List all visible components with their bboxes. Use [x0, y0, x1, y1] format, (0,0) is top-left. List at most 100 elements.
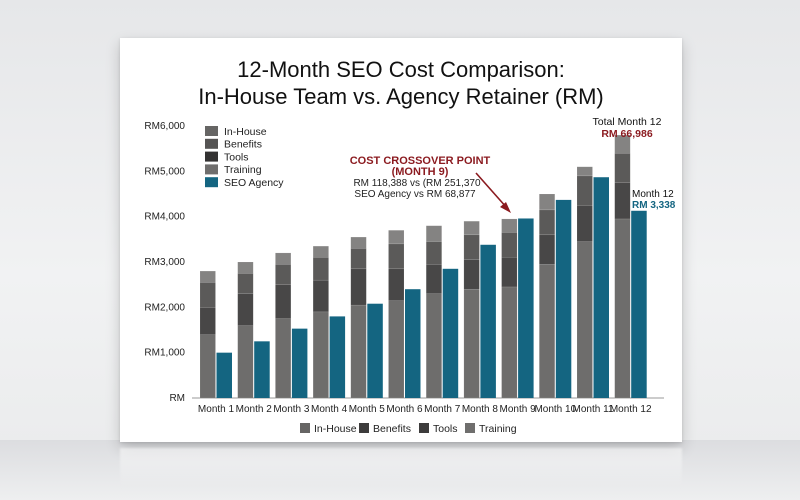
- total-month12-label: Total Month 12: [593, 116, 662, 128]
- bar-seo-agency: [631, 210, 647, 398]
- bar-inhouse-benefits: [199, 307, 216, 335]
- x-tick-label: Month 7: [424, 404, 461, 415]
- bar-inhouse-training: [614, 134, 631, 154]
- x-tick-label: Month 2: [236, 404, 273, 415]
- bar-inhouse-training: [501, 218, 518, 233]
- bar-inhouse-in-house: [425, 293, 442, 399]
- bar-seo-agency: [480, 244, 496, 398]
- bar-inhouse-in-house: [237, 325, 254, 399]
- crossover-title: COST CROSSOVER POINT: [350, 155, 491, 167]
- total-month12-value: RM 66,986: [601, 128, 653, 140]
- bars-group: [199, 134, 647, 399]
- bar-inhouse-tools: [350, 248, 367, 270]
- bar-inhouse-benefits: [425, 264, 442, 294]
- y-tick-label: RM6,000: [144, 121, 185, 132]
- legend-label: Training: [224, 164, 262, 176]
- bar-inhouse-training: [388, 230, 405, 245]
- bar-inhouse-benefits: [350, 268, 367, 306]
- bar-inhouse-benefits: [275, 284, 292, 319]
- legend-label: Benefits: [373, 423, 411, 435]
- bar-inhouse-in-house: [350, 304, 367, 399]
- bar-inhouse-benefits: [388, 268, 405, 301]
- legend-label: Tools: [433, 423, 458, 435]
- crossover-line-4: SEO Agency vs RM 68,877: [354, 189, 476, 200]
- y-tick-label: RM: [169, 393, 185, 404]
- bar-inhouse-in-house: [501, 286, 518, 399]
- bar-inhouse-tools: [388, 243, 405, 270]
- bar-inhouse-training: [539, 193, 556, 211]
- bar-inhouse-training: [275, 252, 292, 265]
- legend-swatch: [300, 423, 310, 433]
- bar-inhouse-training: [350, 236, 367, 249]
- bar-inhouse-in-house: [614, 218, 631, 399]
- legend-label: In-House: [224, 126, 267, 138]
- crossover-arrowhead: [500, 202, 511, 213]
- bar-inhouse-tools: [312, 257, 329, 281]
- bar-inhouse-benefits: [576, 205, 593, 242]
- bar-inhouse-tools: [614, 152, 631, 183]
- bar-inhouse-in-house: [576, 241, 593, 399]
- bar-inhouse-benefits: [463, 259, 480, 290]
- bar-inhouse-in-house: [312, 311, 329, 399]
- bar-inhouse-tools: [425, 241, 442, 265]
- bar-inhouse-in-house: [539, 264, 556, 399]
- legend-swatch: [465, 423, 475, 433]
- legend-label: Training: [479, 423, 517, 435]
- bar-inhouse-tools: [501, 232, 518, 258]
- bar-seo-agency: [254, 341, 270, 398]
- bar-seo-agency: [555, 199, 572, 398]
- legend-swatch: [205, 177, 218, 188]
- bar-inhouse-in-house: [388, 300, 405, 399]
- crossover-arrow: [475, 172, 508, 209]
- bar-inhouse-tools: [237, 273, 254, 294]
- bar-inhouse-in-house: [275, 318, 292, 399]
- bar-inhouse-training: [576, 166, 593, 177]
- agency-month12-label: Month 12: [632, 189, 674, 200]
- chart-subtitle: In-House Team vs. Agency Retainer (RM): [198, 84, 604, 109]
- x-tick-label: Month 12: [610, 404, 652, 415]
- crossover-annotation: COST CROSSOVER POINT (MONTH 9) RM 118,38…: [350, 155, 511, 213]
- y-tick-label: RM3,000: [144, 257, 185, 268]
- chart-title: 12-Month SEO Cost Comparison:: [237, 57, 565, 82]
- bar-seo-agency: [593, 177, 609, 398]
- y-tick-label: RM5,000: [144, 166, 185, 177]
- legend-swatch: [359, 423, 369, 433]
- bar-inhouse-tools: [539, 209, 556, 236]
- legend-label: Tools: [224, 151, 249, 163]
- x-axis: Month 1 Month 2 Month 3 Month 4 Month 5 Month…: [198, 404, 652, 415]
- bar-seo-agency: [329, 316, 346, 398]
- bar-seo-agency: [405, 289, 421, 398]
- x-tick-label: Month 11: [573, 404, 614, 415]
- agency-month12-annotation: Month 12 RM 3,338: [632, 189, 676, 211]
- bar-inhouse-tools: [199, 282, 216, 308]
- bar-inhouse-benefits: [312, 279, 329, 313]
- x-tick-label: Month 8: [462, 404, 499, 415]
- bar-inhouse-training: [312, 245, 329, 258]
- bar-inhouse-tools: [463, 234, 480, 260]
- agency-month12-value: RM 3,338: [632, 200, 676, 211]
- bar-inhouse-training: [199, 270, 216, 283]
- legend-bottom: In-House Benefits Tools Training: [300, 423, 517, 435]
- bar-inhouse-in-house: [199, 334, 216, 399]
- y-tick-label: RM4,000: [144, 212, 185, 223]
- legend-label: SEO Agency: [224, 177, 284, 189]
- x-tick-label: Month 5: [349, 404, 386, 415]
- x-tick-label: Month 3: [273, 404, 310, 415]
- bar-inhouse-in-house: [463, 288, 480, 399]
- y-tick-label: RM1,000: [144, 348, 185, 359]
- x-tick-label: Month 9: [500, 404, 537, 415]
- bar-inhouse-benefits: [614, 182, 631, 220]
- legend-label: Benefits: [224, 139, 262, 151]
- legend-label: In-House: [314, 423, 357, 435]
- bar-inhouse-benefits: [237, 293, 254, 326]
- x-tick-label: Month 10: [534, 404, 576, 415]
- x-tick-label: Month 4: [311, 404, 348, 415]
- bar-inhouse-tools: [576, 175, 593, 206]
- x-tick-label: Month 1: [198, 404, 235, 415]
- bar-inhouse-training: [425, 225, 442, 242]
- crossover-subtitle: (MONTH 9): [392, 166, 449, 178]
- bar-seo-agency: [216, 352, 232, 398]
- legend-swatch: [205, 151, 218, 162]
